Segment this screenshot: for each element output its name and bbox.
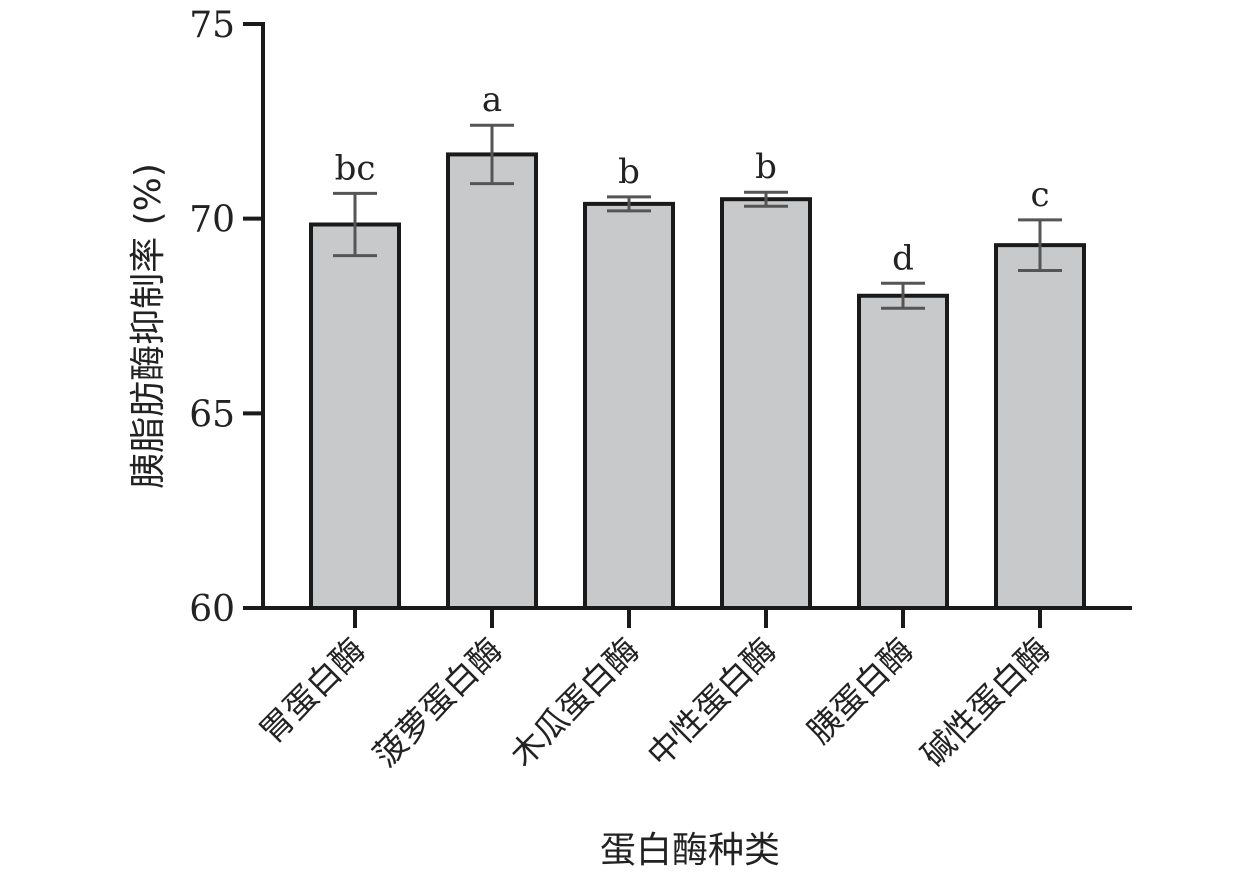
y-tick-label: 75	[189, 5, 235, 46]
category-label: 胰蛋白酶	[800, 630, 921, 751]
significance-label: a	[482, 80, 502, 120]
bar	[994, 243, 1086, 610]
bar	[720, 197, 812, 610]
bar	[583, 201, 675, 610]
significance-labels-layer: bc a b b d c	[335, 80, 1050, 278]
significance-label: b	[618, 152, 640, 192]
significance-label: b	[755, 147, 777, 187]
y-axis-title: 胰脂肪酶抑制率 (%)	[128, 163, 169, 489]
bar	[446, 152, 538, 610]
bar	[857, 293, 949, 610]
x-axis-title: 蛋白酶种类	[600, 830, 780, 871]
error-bar	[1018, 218, 1062, 272]
y-tick-label: 65	[189, 394, 235, 435]
error-bar	[881, 281, 925, 310]
bars-layer	[309, 152, 1086, 611]
error-bar	[333, 191, 377, 258]
category-label: 中性蛋白酶	[639, 630, 783, 774]
category-label: 菠萝蛋白酶	[365, 630, 509, 774]
significance-label: d	[892, 238, 914, 278]
y-ticks-layer: 60 65 70 75	[189, 5, 263, 630]
significance-label: c	[1030, 175, 1049, 215]
category-label: 木瓜蛋白酶	[502, 630, 646, 774]
y-tick-label: 60	[189, 589, 235, 630]
significance-label: bc	[335, 148, 376, 188]
error-bar	[607, 195, 651, 213]
axes-layer	[261, 22, 1132, 610]
error-bar	[470, 123, 514, 186]
category-label: 胃蛋白酶	[252, 630, 373, 751]
y-tick-label: 70	[189, 200, 235, 241]
error-bars-layer	[333, 123, 1062, 310]
error-bar	[744, 190, 788, 208]
category-label: 碱性蛋白酶	[913, 630, 1057, 774]
bar	[309, 222, 401, 611]
